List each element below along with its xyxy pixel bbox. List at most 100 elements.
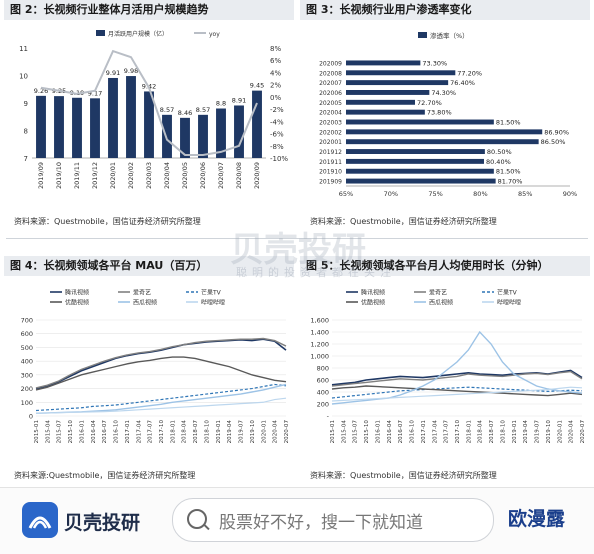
data-label: 74.30%: [431, 89, 456, 97]
x-tick-label: 2019/12: [91, 162, 99, 189]
x-tick-label: 2018-04: [478, 420, 484, 444]
x-tick-label: 2017-01: [125, 420, 131, 444]
y-tick-label: 201910: [319, 169, 342, 176]
panel-penetration: 图 3：长视频行业用户渗透率变化 渗透率（%） 202009 73.30% 20200…: [300, 0, 590, 234]
x-tick-label: 2015-07: [57, 420, 63, 444]
watermark: 贝壳投研: [230, 230, 366, 270]
bar: [252, 90, 262, 158]
y-tick-label: -: [327, 413, 330, 421]
chart-source: 资料来源:Questmobile，国信证券经济研究所整理: [14, 471, 196, 480]
data-label: 73.80%: [427, 109, 452, 117]
bar: [90, 98, 100, 158]
y-tick-label: 400: [21, 358, 33, 366]
series-line-2: [331, 370, 583, 387]
x-tick-label: 2018-04: [182, 420, 188, 444]
y-tick-label: 700: [21, 317, 33, 325]
chart-source: 资料来源：Questmobile，国信证券经济研究所整理: [14, 217, 201, 226]
legend-label: 芒果TV: [497, 289, 518, 297]
legend-label: 优酷视频: [65, 299, 89, 307]
x-tick-label: 2019-07: [239, 420, 245, 444]
x-tick-label: 2017-07: [148, 420, 154, 444]
data-label: 9.17: [88, 89, 102, 97]
x-tick-label: 2020-01: [261, 420, 267, 444]
platform-mau-chart: 腾讯视频 爱奇艺 芒果TV 优酷视频 西瓜视频 哔哩哔哩 0 100 200 300 400 500 6…: [21, 289, 290, 444]
x-tick-label: 2019/09: [37, 162, 45, 189]
x-tick-label: 65%: [339, 190, 353, 198]
bar: [346, 99, 415, 105]
y2-tick-label: 6%: [270, 57, 281, 65]
x-tick-label: 2020/01: [109, 162, 117, 189]
legend-label: 渗透率（%）: [430, 31, 469, 40]
panel-platform-mau: 图 4：长视频领域各平台 MAU（百万） 腾讯视频 爱奇艺 芒果TV 优酷视频 西瓜视频…: [4, 256, 294, 484]
bar: [346, 80, 449, 86]
data-label: 9.91: [106, 69, 120, 77]
bar: [144, 91, 154, 158]
platform-duration-chart: 腾讯视频 爱奇艺 芒果TV 优酷视频 西瓜视频 哔哩哔哩 - 200 400 600 800 1,00…: [310, 289, 586, 444]
y2-tick-label: -4%: [270, 118, 284, 126]
legend-label: 月活跃用户规模（亿）: [108, 30, 168, 38]
panel-platform-duration: 图 5：长视频领域各平台月人均使用时长（分钟） 腾讯视频 爱奇艺 芒果TV 优酷视频 西…: [300, 256, 590, 484]
search-icon: [187, 509, 207, 529]
data-label: 76.40%: [450, 79, 475, 87]
y2-tick-label: -8%: [270, 143, 284, 151]
x-tick-label: 2017-10: [159, 420, 165, 444]
legend-label: 哔哩哔哩: [497, 299, 521, 307]
bar: [216, 108, 226, 158]
legend-label: 腾讯视频: [361, 289, 385, 297]
y-tick-label: 1,000: [310, 353, 329, 361]
x-tick-label: 2020-04: [273, 420, 279, 444]
x-tick-label: 2015-01: [330, 420, 336, 444]
y-tick-label: 400: [317, 389, 329, 397]
bar: [54, 96, 64, 158]
data-label: 72.70%: [417, 99, 442, 107]
bar: [198, 114, 208, 158]
data-label: 77.20%: [457, 69, 482, 77]
x-tick-label: 2020-01: [557, 420, 563, 444]
bar: [346, 168, 494, 174]
x-tick-label: 2019-04: [523, 420, 529, 444]
legend-label: yoy: [209, 31, 220, 38]
y-tick-label: 0: [29, 413, 33, 421]
y-tick-label: 202009: [319, 60, 342, 67]
x-tick-label: 2019-10: [546, 420, 552, 444]
y-tick-label: 202005: [319, 100, 342, 107]
series-line-6: [331, 386, 583, 402]
bar: [346, 70, 456, 76]
y2-tick-label: -2%: [270, 106, 284, 114]
x-tick-label: 2018-07: [489, 420, 495, 444]
x-tick-label: 70%: [384, 190, 398, 198]
x-tick-label: 2016-10: [410, 420, 416, 444]
bar: [36, 95, 46, 158]
x-tick-label: 2017-07: [444, 420, 450, 444]
bar: [346, 60, 421, 66]
data-label: 9.98: [124, 67, 138, 75]
x-tick-label: 2017-10: [455, 420, 461, 444]
x-tick-label: 2016-04: [91, 420, 97, 444]
data-label: 81.70%: [498, 178, 523, 186]
bar: [108, 77, 118, 158]
footer-bar: 贝壳投研 股票好不好，搜一下就知道 欧漫露: [0, 487, 594, 554]
y-tick-label: 1,200: [310, 341, 329, 349]
x-tick-label: 2016-01: [79, 420, 85, 444]
x-tick-label: 2020/06: [199, 162, 207, 189]
x-tick-label: 2015-07: [353, 420, 359, 444]
data-label: 73.30%: [422, 59, 447, 67]
search-bar[interactable]: 股票好不好，搜一下就知道: [172, 498, 494, 542]
legend-label: 西瓜视频: [429, 299, 453, 307]
y-tick-label: 300: [21, 371, 33, 379]
bar: [346, 90, 430, 95]
data-label: 86.50%: [541, 138, 566, 146]
y-tick-label: 201909: [319, 179, 342, 186]
x-tick-label: 2015-04: [45, 420, 51, 444]
x-tick-label: 2020/02: [127, 162, 135, 189]
y-tick-label: 1,600: [310, 317, 329, 325]
legend-label: 爱奇艺: [429, 289, 447, 297]
y-tick-label: 202006: [319, 90, 342, 97]
x-tick-label: 2016-07: [102, 420, 108, 444]
y-tick-label: 201912: [319, 149, 342, 156]
chart-title: 图 3：长视频行业用户渗透率变化: [300, 0, 590, 20]
x-tick-label: 2018-07: [193, 420, 199, 444]
x-tick-label: 2016-04: [387, 420, 393, 444]
chart-title: 图 4：长视频领域各平台 MAU（百万）: [4, 256, 294, 276]
bar: [346, 158, 484, 164]
